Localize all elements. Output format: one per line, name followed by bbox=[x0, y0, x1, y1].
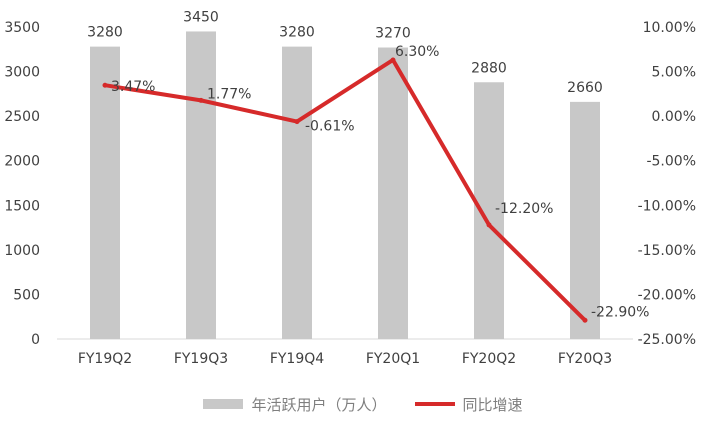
y-right-tick-label: -15.00% bbox=[638, 243, 696, 259]
y-right-tick-label: -5.00% bbox=[646, 154, 696, 170]
y-left-tick-label: 3500 bbox=[4, 20, 40, 36]
bar-value-label: 3270 bbox=[375, 26, 411, 42]
line-value-label: -12.20% bbox=[495, 201, 553, 217]
x-tick-label: FY19Q4 bbox=[270, 351, 324, 367]
legend: 年活跃用户（万人） 同比增速 bbox=[0, 389, 726, 419]
y-left-tick-label: 3000 bbox=[4, 65, 40, 81]
line-point bbox=[390, 57, 396, 63]
line-point bbox=[582, 317, 588, 323]
y-left-tick-label: 2500 bbox=[4, 109, 40, 125]
bar-value-label: 3450 bbox=[183, 9, 219, 25]
bar-value-label: 3280 bbox=[87, 25, 123, 41]
y-left-tick-label: 1000 bbox=[4, 243, 40, 259]
line-value-label: 3.47% bbox=[111, 79, 155, 95]
bar-value-label: 2880 bbox=[471, 60, 507, 76]
x-tick-label: FY20Q2 bbox=[462, 351, 516, 367]
bar bbox=[90, 46, 120, 340]
y-left-tick-label: 0 bbox=[31, 332, 40, 348]
line-value-label: 1.77% bbox=[207, 86, 251, 102]
line-point bbox=[198, 97, 204, 103]
y-right-tick-label: 5.00% bbox=[652, 65, 696, 81]
x-tick-label: FY19Q3 bbox=[174, 351, 228, 367]
y-right-tick-label: -10.00% bbox=[638, 198, 696, 214]
line-value-label: -22.90% bbox=[591, 304, 649, 320]
line-value-label: 6.30% bbox=[395, 44, 439, 60]
legend-swatch-bar bbox=[203, 399, 244, 409]
y-left-tick-label: 1500 bbox=[4, 198, 40, 214]
y-right-tick-label: 0.00% bbox=[652, 109, 696, 125]
bar-value-label: 3280 bbox=[279, 25, 315, 41]
x-tick-label: FY20Q1 bbox=[366, 351, 420, 367]
line-point bbox=[102, 82, 108, 88]
bar bbox=[282, 46, 312, 340]
bar bbox=[186, 31, 216, 339]
bar bbox=[378, 47, 408, 339]
x-tick-label: FY20Q3 bbox=[558, 351, 612, 367]
x-tick-label: FY19Q2 bbox=[78, 351, 132, 367]
legend-item-users: 年活跃用户（万人） bbox=[203, 394, 387, 415]
y-right-tick-label: 10.00% bbox=[643, 20, 696, 36]
y-right-tick-label: -20.00% bbox=[638, 287, 696, 303]
y-left-tick-label: 500 bbox=[13, 287, 40, 303]
line-value-label: -0.61% bbox=[305, 119, 355, 135]
legend-swatch-line bbox=[414, 402, 455, 406]
line-point bbox=[486, 222, 492, 228]
growth-line bbox=[103, 57, 587, 323]
bar-value-label: 2660 bbox=[567, 80, 603, 96]
legend-item-growth: 同比增速 bbox=[414, 394, 523, 415]
bar bbox=[570, 101, 600, 339]
legend-label-users: 年活跃用户（万人） bbox=[251, 395, 387, 414]
line-point bbox=[294, 119, 300, 125]
y-left-tick-label: 2000 bbox=[4, 154, 40, 170]
y-right-tick-label: -25.00% bbox=[638, 332, 696, 348]
legend-label-growth: 同比增速 bbox=[462, 395, 523, 414]
